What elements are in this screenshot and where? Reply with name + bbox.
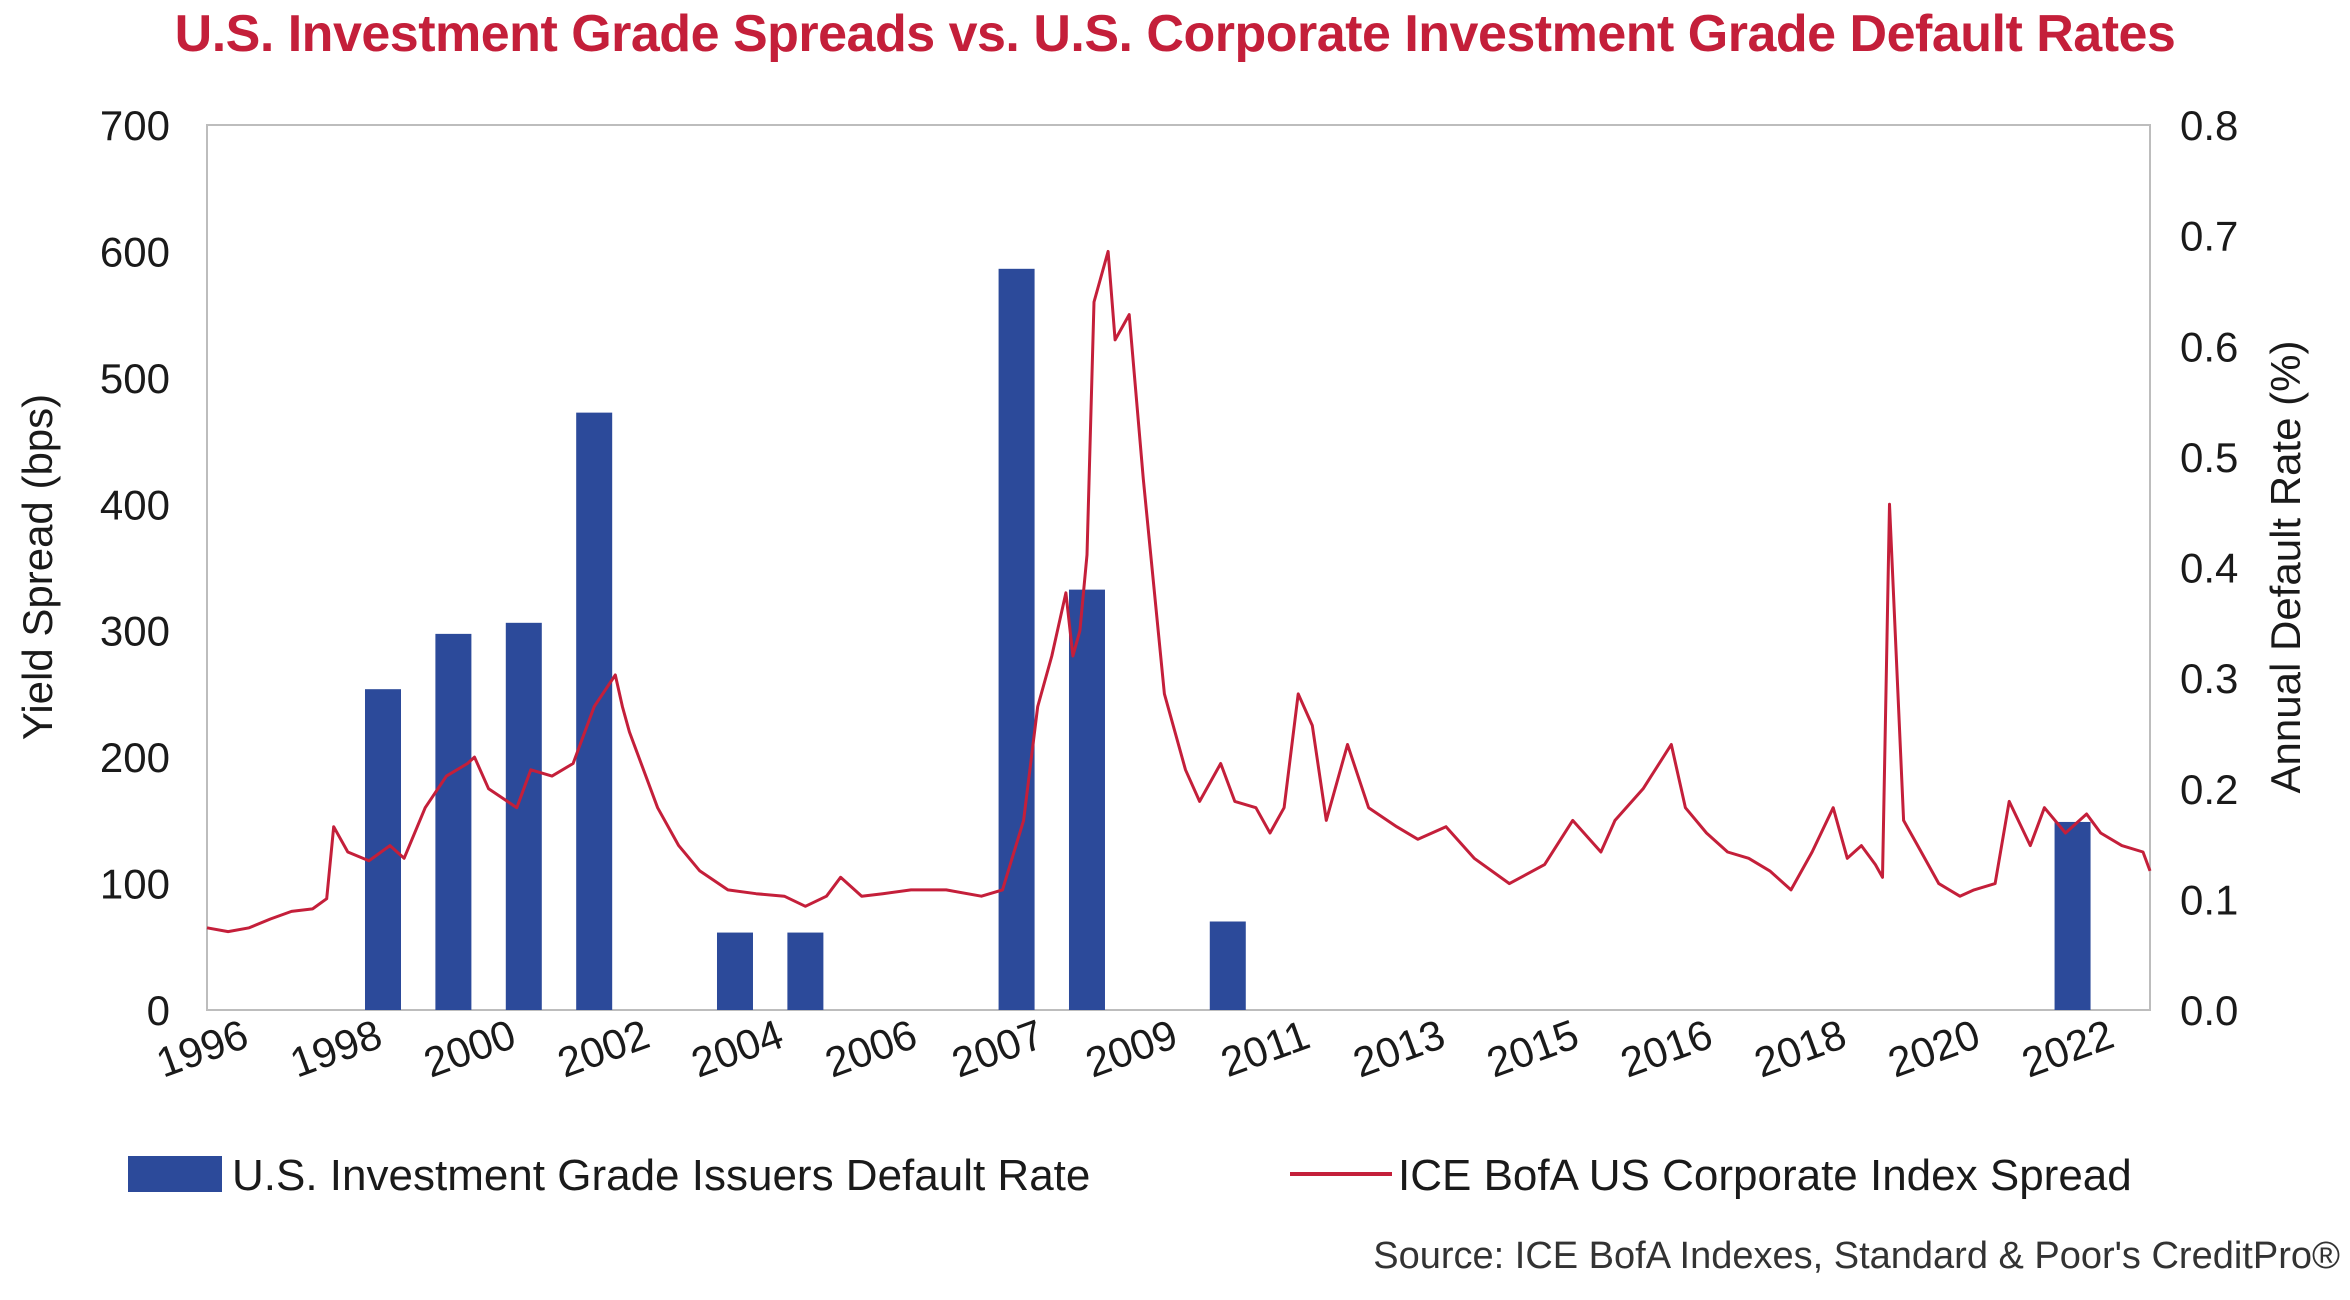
- x-tick-2: 2000: [418, 1010, 522, 1086]
- left-axis-title: Yield Spread (bps): [14, 394, 61, 740]
- left-tick-600: 600: [100, 228, 170, 275]
- legend-label-bar: U.S. Investment Grade Issuers Default Ra…: [232, 1151, 1090, 1200]
- plot-frame: [206, 124, 2151, 1011]
- x-tick-1: 1998: [284, 1010, 388, 1086]
- x-tick-3: 2002: [551, 1010, 655, 1086]
- left-tick-500: 500: [100, 355, 170, 402]
- right-tick-0.0: 0.0: [2180, 987, 2238, 1034]
- left-tick-200: 200: [100, 734, 170, 781]
- right-tick-0.4: 0.4: [2180, 545, 2238, 592]
- x-tick-4: 2004: [685, 1010, 789, 1086]
- x-tick-8: 2011: [1215, 1011, 1316, 1086]
- left-axis: 0 100 200 300 400 500 600 700: [100, 102, 170, 1034]
- x-tick-12: 2018: [1748, 1010, 1852, 1086]
- left-tick-400: 400: [100, 481, 170, 528]
- x-tick-5: 2006: [819, 1010, 923, 1086]
- right-tick-0.5: 0.5: [2180, 434, 2238, 481]
- bar-1999: [435, 633, 472, 1010]
- right-tick-0.7: 0.7: [2180, 213, 2238, 260]
- x-tick-9: 2013: [1347, 1010, 1451, 1086]
- bar-2007: [998, 268, 1035, 1010]
- source-note: Source: ICE BofA Indexes, Standard & Poo…: [1373, 1235, 2340, 1277]
- x-axis: 1996 1998 2000 2002 2004 2006 2007 2009 2011 2013…: [150, 1010, 2119, 1086]
- right-tick-0.6: 0.6: [2180, 323, 2238, 370]
- legend-swatch-bar: [128, 1156, 222, 1192]
- bar-2008: [1068, 589, 1105, 1010]
- line-layer: [206, 249, 2152, 934]
- legend: U.S. Investment Grade Issuers Default Ra…: [128, 1151, 2132, 1200]
- x-tick-14: 2022: [2016, 1010, 2120, 1086]
- right-tick-0.1: 0.1: [2180, 876, 2238, 923]
- bar-2003: [716, 932, 753, 1010]
- legend-label-line: ICE BofA US Corporate Index Spread: [1398, 1151, 2132, 1200]
- right-tick-0.2: 0.2: [2180, 766, 2238, 813]
- left-tick-100: 100: [100, 861, 170, 908]
- bar-2000: [505, 622, 542, 1010]
- bar-2022: [2054, 821, 2091, 1010]
- left-tick-300: 300: [100, 608, 170, 655]
- left-tick-0: 0: [147, 987, 170, 1034]
- bar-2001: [576, 412, 613, 1010]
- chart-title: U.S. Investment Grade Spreads vs. U.S. C…: [174, 5, 2176, 63]
- right-axis-title: Annual Default Rate (%): [2262, 341, 2309, 794]
- bar-2004: [787, 932, 824, 1010]
- x-tick-10: 2015: [1481, 1010, 1585, 1086]
- x-tick-13: 2020: [1882, 1010, 1986, 1086]
- right-tick-0.8: 0.8: [2180, 102, 2238, 149]
- bars-layer: [364, 268, 2091, 1010]
- spread-line: [206, 249, 2152, 934]
- x-tick-7: 2009: [1079, 1010, 1183, 1086]
- left-tick-700: 700: [100, 102, 170, 149]
- right-tick-0.3: 0.3: [2180, 655, 2238, 702]
- x-tick-11: 2016: [1614, 1010, 1718, 1086]
- x-tick-6: 2007: [946, 1010, 1050, 1086]
- bar-2010: [1209, 921, 1246, 1010]
- right-axis: 0.0 0.1 0.2 0.3 0.4 0.5 0.6 0.7 0.8: [2180, 102, 2238, 1034]
